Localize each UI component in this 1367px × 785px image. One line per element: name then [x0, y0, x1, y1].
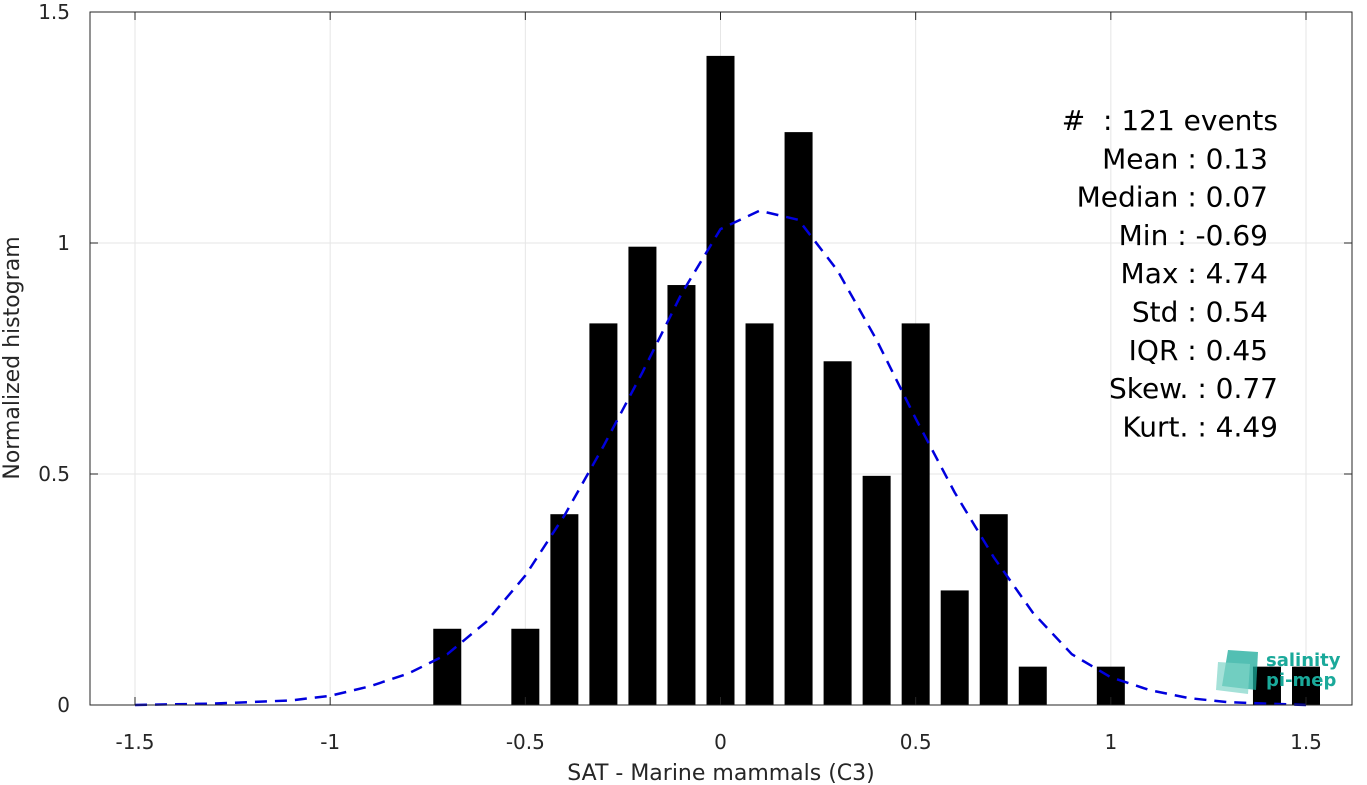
stat-line: IQR : 0.45: [1129, 334, 1268, 367]
x-tick-label: -0.5: [506, 730, 545, 754]
x-tick-label: -1: [320, 730, 340, 754]
histogram-bar: [745, 323, 774, 705]
histogram-bar: [550, 514, 579, 705]
histogram-bar: [433, 628, 462, 705]
histogram-bar: [862, 475, 891, 705]
histogram-bar: [628, 246, 657, 706]
stat-line: Std : 0.54: [1132, 296, 1268, 329]
stat-line: Skew. : 0.77: [1109, 372, 1278, 405]
y-axis-label: Normalized histogram: [0, 236, 25, 479]
axis-ticks: -1.5 -1 -0.5 0 0.5 1 1.5 0 0.5 1 1.5: [38, 0, 1352, 754]
x-axis-label: SAT - Marine mammals (C3): [567, 761, 875, 785]
histogram-bars: [433, 55, 1320, 706]
histogram-bar: [589, 323, 618, 705]
y-tick-label: 1.5: [38, 0, 70, 24]
x-tick-label: 1: [1104, 730, 1117, 754]
histogram-bar: [901, 323, 930, 705]
stat-line: Mean : 0.13: [1102, 142, 1268, 175]
histogram-bar: [979, 514, 1008, 705]
x-tick-label: 1.5: [1290, 730, 1322, 754]
stat-line: Max : 4.74: [1121, 257, 1268, 290]
y-tick-label: 0.5: [38, 462, 70, 486]
stat-line: # : 121 events: [1062, 104, 1278, 137]
y-tick-label: 1: [57, 231, 70, 255]
histogram-bar: [784, 132, 813, 705]
stat-line: Kurt. : 4.49: [1122, 410, 1278, 443]
histogram-bar: [823, 361, 852, 705]
stats-annotation: # : 121 events Mean : 0.13 Median : 0.07 Mi…: [1062, 104, 1278, 443]
logo-line-1: salinity: [1266, 650, 1341, 671]
fit-curve: [134, 209, 1307, 707]
histogram-bar: [706, 55, 735, 705]
salinity-pimep-logo: salinity pi-mep: [1216, 650, 1341, 694]
histogram-bar: [667, 285, 696, 705]
histogram-bar: [1252, 666, 1281, 705]
x-tick-label: 0.5: [900, 730, 932, 754]
stat-line: Min : -0.69: [1119, 219, 1268, 252]
x-tick-label: -1.5: [115, 730, 154, 754]
fit-curve-group: [134, 209, 1307, 707]
histogram-bar: [1018, 666, 1047, 705]
histogram-bar: [511, 628, 540, 705]
logo-line-2: pi-mep: [1266, 670, 1336, 691]
stat-line: Median : 0.07: [1077, 181, 1268, 214]
x-tick-label: 0: [714, 730, 727, 754]
y-tick-label: 0: [57, 693, 70, 717]
histogram-bar: [940, 590, 969, 705]
